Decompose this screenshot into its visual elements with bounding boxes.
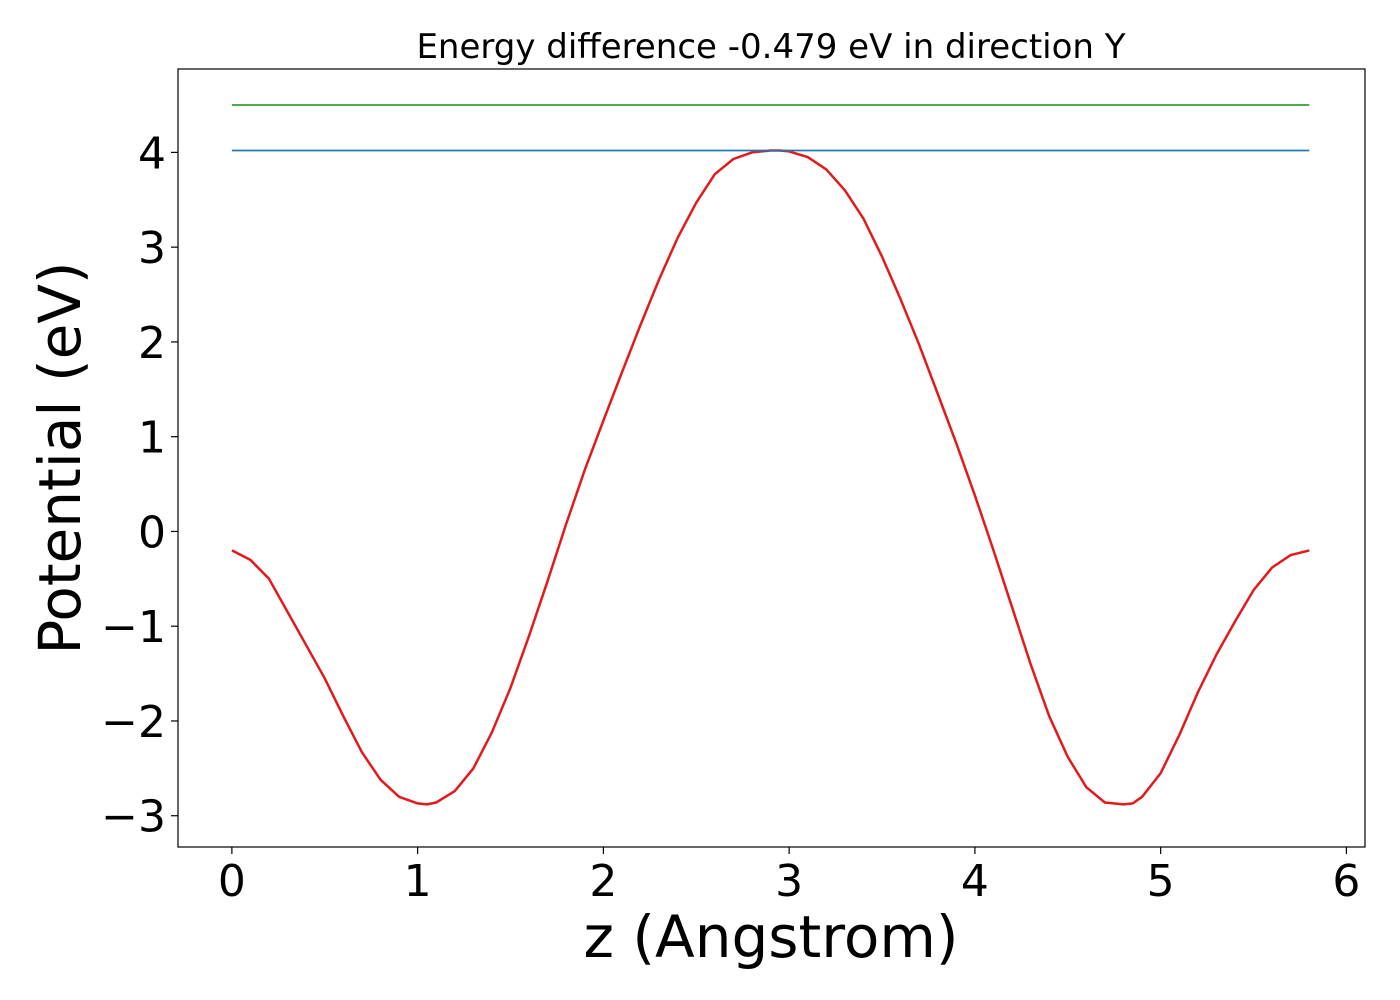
x-tick-label: 4 [961,856,989,907]
x-axis-ticks: 0 1 2 3 4 5 6 [218,847,1360,907]
x-tick-label: 1 [404,856,432,907]
y-tick-label: −2 [101,697,166,748]
y-axis-ticks: −3 −2 −1 0 1 2 3 4 [101,128,178,843]
y-tick-label: −1 [101,602,166,653]
x-tick-label: 6 [1332,856,1360,907]
y-tick-label: 2 [138,318,166,369]
x-tick-label: 0 [218,856,246,907]
x-tick-label: 2 [589,856,617,907]
y-tick-label: 0 [138,507,166,558]
x-axis-label: z (Angstrom) [584,903,959,971]
x-tick-label: 5 [1147,856,1175,907]
chart-title: Energy difference -0.479 eV in direction… [416,27,1125,67]
series-layer [231,104,1310,806]
plot-frame [177,68,1366,848]
potential-curve [231,149,1310,806]
y-tick-label: 1 [138,413,166,464]
y-tick-label: 4 [138,128,166,179]
y-tick-label: −3 [101,792,166,843]
x-tick-label: 3 [775,856,803,907]
y-tick-label: 3 [138,223,166,274]
y-axis-label: Potential (eV) [26,261,94,654]
